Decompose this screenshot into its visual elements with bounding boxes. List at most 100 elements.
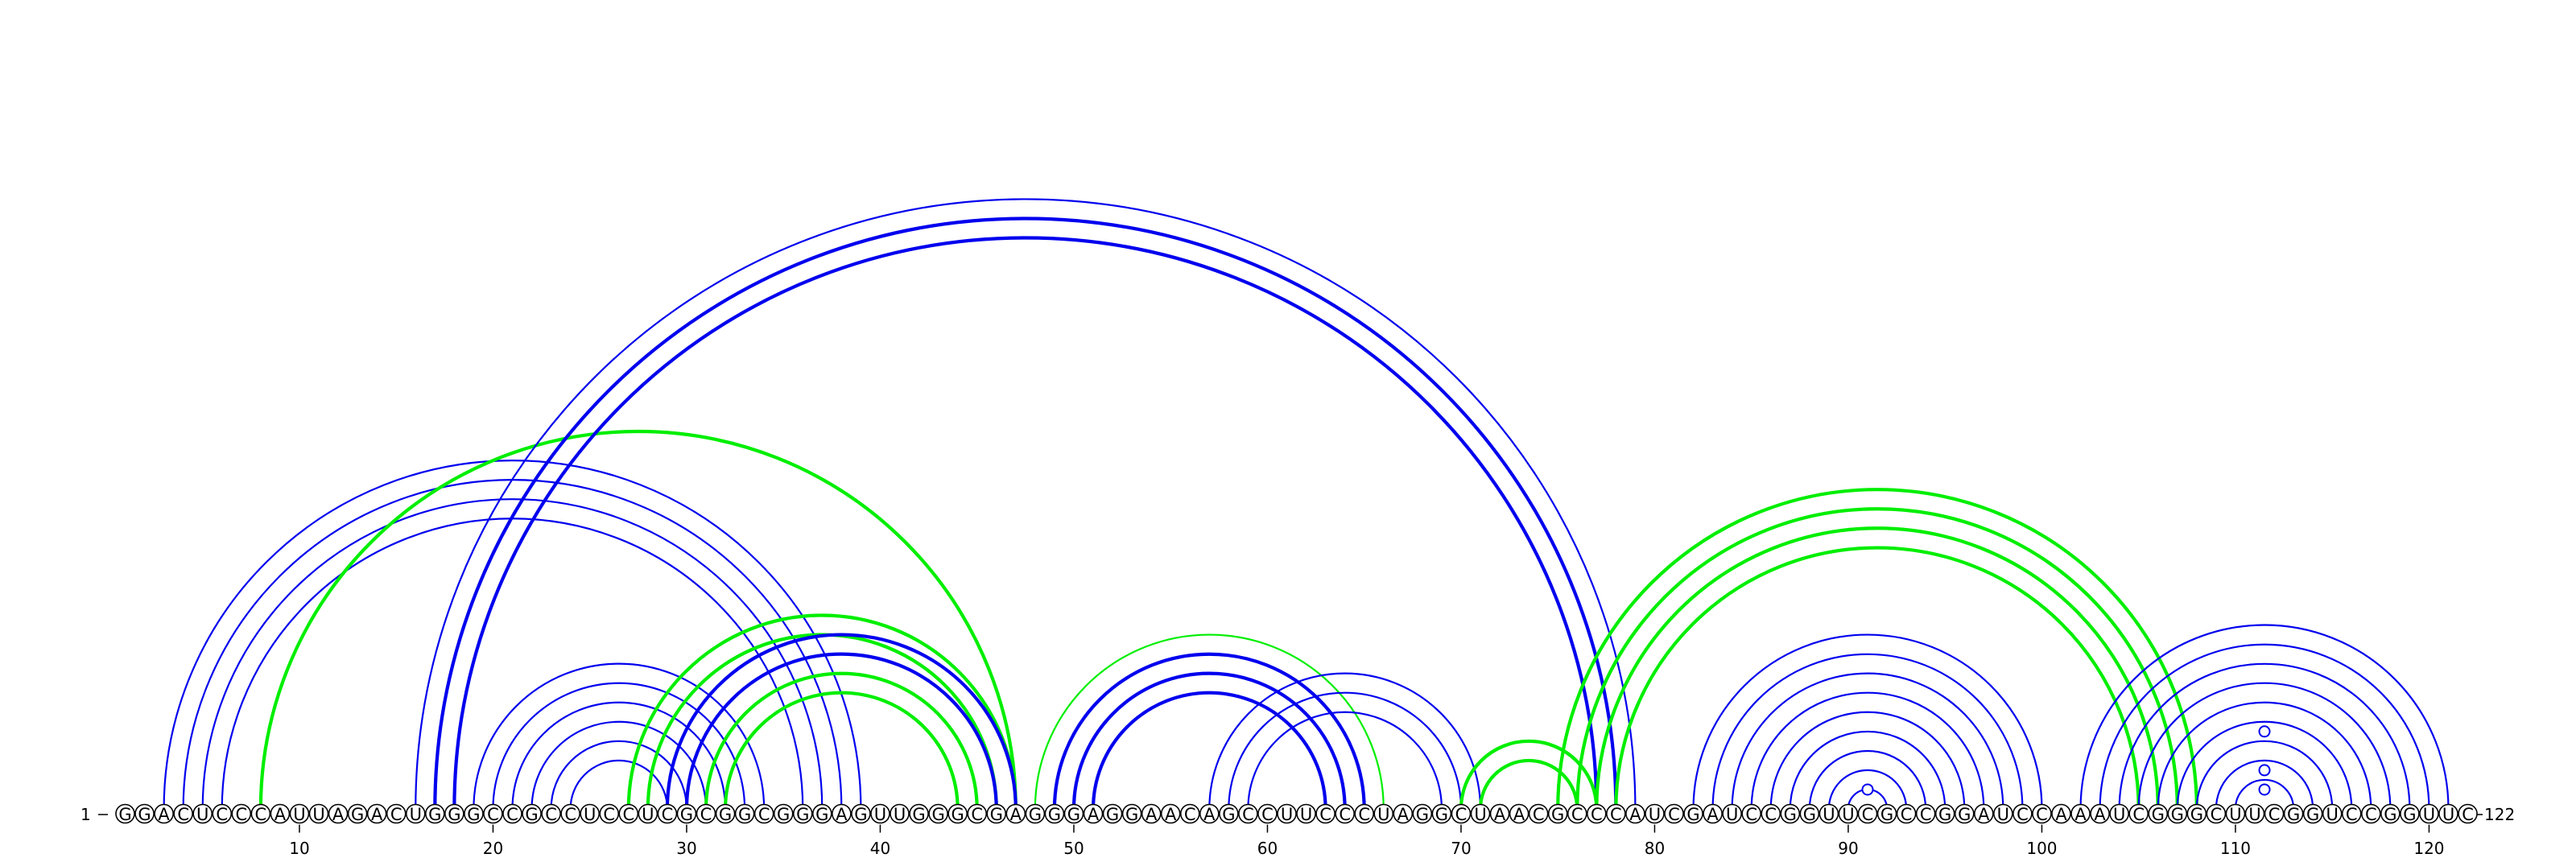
nucleotide: G [1799,803,1820,824]
nucleotide-letter: G [1784,805,1797,824]
nucleotide-circle [192,803,213,824]
nucleotide-circle [1838,803,1859,824]
nucleotide-letter: U [1281,805,1293,824]
nucleotide-letter: G [2190,805,2203,824]
nucleotide-letter: U [2229,805,2241,824]
nucleotide-letter: A [1629,805,1641,824]
nucleotide: C [1451,803,1472,824]
nucleotide: C [560,803,580,824]
nucleotide-circle [1954,803,1975,824]
nucleotide: A [366,803,387,824]
nucleotide: A [270,803,291,824]
nucleotide-letter: G [1106,805,1119,824]
nucleotide: C [657,803,678,824]
tick-label: 80 [1645,839,1665,858]
nucleotide-letter: G [990,805,1003,824]
base-pair-arc [1052,652,1366,810]
nucleotide: U [1645,803,1665,824]
nucleotide-circle [1412,803,1433,824]
nucleotide: G [792,803,813,824]
nucleotide-letter: U [196,805,208,824]
nucleotide-letter: G [428,805,441,824]
nucleotide: U [2438,803,2458,824]
nucleotide-circle [773,803,794,824]
nucleotide: A [832,803,852,824]
nucleotide-letter: A [1397,805,1410,824]
base-pair-arc [2215,759,2314,810]
nucleotide-letter: A [1203,805,1216,824]
nucleotide-circle [1451,803,1472,824]
nucleotide-circle [1876,803,1897,824]
nucleotide-circle [2051,803,2071,824]
nucleotide: G [1547,803,1568,824]
base-pair-arc [1731,672,2004,810]
nucleotide-circle [1160,803,1181,824]
nucleotide: G [2283,803,2304,824]
nucleotide-letter: C [1242,805,1254,824]
nucleotide-letter: G [815,805,828,824]
nucleotide-circle [580,803,601,824]
nucleotide-letter: A [158,805,170,824]
nucleotide-circle [1141,803,1162,824]
nucleotide-letter: G [1880,805,1893,824]
nucleotide-letter: G [777,805,790,824]
nucleotide-circle [2148,803,2169,824]
nucleotide-letter: U [1474,805,1486,824]
base-pair-arc [201,498,824,810]
nucleotide-letter: C [235,805,247,824]
nucleotide-circle [1354,803,1374,824]
nucleotide-circle [2186,803,2207,824]
tick-label: 100 [2026,839,2057,858]
nucleotide: C [1761,803,1781,824]
nucleotide-circle [502,803,522,824]
nucleotide-letter: C [1455,805,1468,824]
nucleotide-letter: G [1048,805,1061,824]
nucleotide-circle [1393,803,1414,824]
nucleotide-letter: U [894,805,906,824]
base-pair-arc [2079,624,2450,810]
base-pair-arc [492,682,746,810]
nucleotide: U [2244,803,2265,824]
nucleotide-letter: C [390,805,402,824]
nucleotide-circle [2032,803,2052,824]
nucleotide-letter: U [642,805,654,824]
base-pair-arc [665,633,1018,810]
tick-label: 10 [289,839,309,858]
nucleotide-letter: A [1165,805,1177,824]
nucleotide: A [1489,803,1510,824]
nucleotide-circle [1974,803,1994,824]
nucleotide-letter: G [2403,805,2416,824]
nucleotide-letter: G [1222,805,1235,824]
nucleotide-letter: U [1300,805,1312,824]
nucleotide: G [1121,803,1142,824]
nucleotide-circle [811,803,832,824]
nucleotide-letter: G [2171,805,2184,824]
nucleotide-letter: A [1494,805,1506,824]
nucleotide: A [1974,803,1994,824]
nucleotide-circle [1567,803,1587,824]
nucleotide-circle [2167,803,2188,824]
nucleotide: C [1179,803,1200,824]
nucleotide-circle [522,803,542,824]
nucleotide: C [1915,803,1936,824]
nucleotide-circle [851,803,871,824]
nucleotide-letter: U [2248,805,2260,824]
nucleotide-circle [967,803,987,824]
base-pair-arc [1595,526,2160,810]
nucleotide-letter: C [2017,805,2029,824]
nucleotide-circle [1005,803,1026,824]
nucleotide-circle [1083,803,1104,824]
nucleotide: G [464,803,484,824]
nucleotide: G [773,803,794,824]
base-pair-arc [1750,691,1985,810]
nucleotide-circle [1063,803,1084,824]
nucleotide: G [2186,803,2207,824]
nucleotide-circle [347,803,368,824]
base-pair-arc [1711,653,2024,810]
nucleotide-circle [212,803,233,824]
nucleotide: C [541,803,561,824]
nucleotide: A [1199,803,1220,824]
nucleotide-letter: A [1146,805,1158,824]
tick-label: 30 [676,839,696,858]
nucleotide-circle [1277,803,1297,824]
